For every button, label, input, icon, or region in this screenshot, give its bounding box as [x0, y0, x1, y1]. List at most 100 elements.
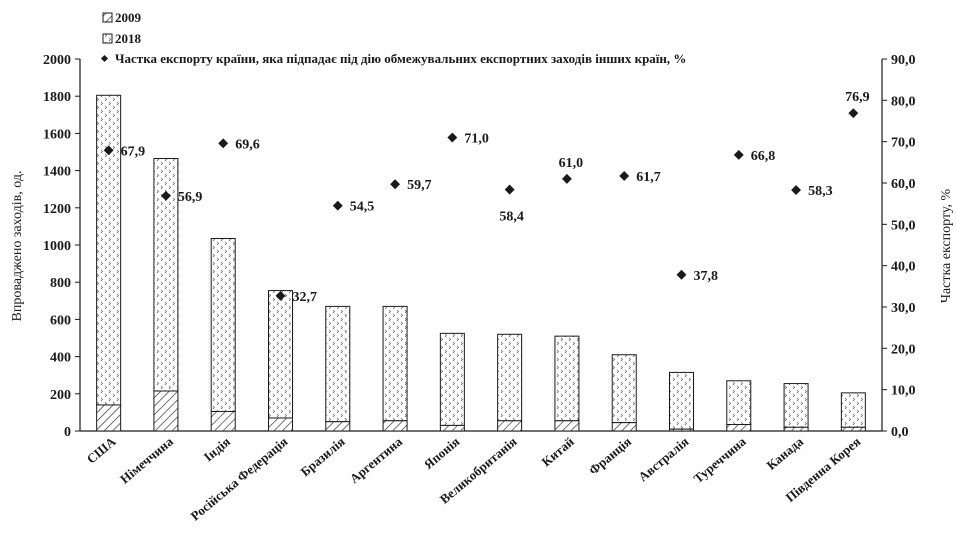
share-marker	[504, 184, 515, 195]
legend-swatch-2018	[102, 33, 113, 44]
bar-2018	[96, 94, 122, 406]
share-data-label: 59,7	[407, 178, 432, 193]
right-tick-label: 70,0	[891, 136, 916, 151]
right-tick-label: 0,0	[891, 425, 909, 440]
category-label: Індія	[201, 434, 233, 465]
category-label: США	[84, 433, 119, 466]
bar-2018	[268, 290, 293, 419]
category-label: Бразилія	[297, 434, 347, 480]
legend-label-share: Частка експорту країни, яка підпадає під…	[115, 51, 686, 66]
bar-2009	[268, 417, 293, 432]
left-tick-label: 400	[50, 351, 71, 366]
category-label: Аргентина	[347, 433, 406, 486]
bar-2018	[439, 332, 465, 426]
bar-2009	[439, 424, 465, 432]
bar-2018	[726, 380, 752, 425]
share-data-label: 61,7	[636, 170, 661, 185]
share-data-label: 54,5	[350, 200, 375, 215]
bar-2009	[382, 420, 408, 432]
share-data-label: 56,9	[178, 190, 203, 205]
bar-2018	[210, 237, 236, 412]
bar-2018	[783, 383, 809, 428]
category-label: Франція	[586, 434, 634, 478]
share-data-label: 69,6	[235, 137, 260, 152]
bar-2009	[611, 422, 637, 432]
right-tick-label: 80,0	[891, 94, 916, 109]
legend-item-share: Частка експорту країни, яка підпадає під…	[100, 51, 686, 66]
share-marker	[447, 132, 458, 143]
share-marker	[103, 145, 114, 156]
bar-2018	[497, 333, 523, 422]
left-tick-label: 800	[50, 276, 71, 291]
category-label: Австралія	[635, 434, 691, 484]
share-data-label: 76,9	[845, 90, 870, 105]
bar-2009	[210, 410, 236, 432]
bar-2009	[840, 426, 866, 432]
y-axis-title-left: Впроваджено заходів, од.	[10, 171, 25, 322]
share-data-label: 58,3	[808, 184, 833, 199]
bar-2018	[669, 371, 694, 430]
bar-2009	[497, 420, 523, 432]
right-tick-label: 20,0	[891, 342, 916, 357]
share-data-label: 61,0	[559, 156, 584, 171]
share-data-label: 32,7	[293, 290, 318, 305]
bar-2009	[554, 420, 580, 432]
share-marker	[561, 173, 572, 184]
right-tick-label: 90,0	[891, 53, 916, 68]
share-marker	[676, 269, 687, 280]
left-axis-ticks: 0 200 400 600 800 1000 1200 1400 1600 1800 2000	[43, 53, 80, 440]
share-marker	[160, 190, 171, 201]
y-axis-title-right: Частка експорту, %	[939, 189, 954, 304]
left-tick-label: 1200	[43, 202, 71, 217]
axes	[79, 59, 883, 432]
bars	[96, 94, 866, 432]
category-label: Туреччина	[691, 433, 750, 486]
bar-2009	[783, 426, 809, 432]
share-marker	[390, 179, 401, 190]
share-data-label: 71,0	[464, 132, 489, 147]
right-tick-label: 50,0	[891, 218, 916, 233]
bar-2018	[554, 335, 580, 422]
left-tick-label: 200	[50, 388, 71, 403]
category-label: Російська Федерація	[188, 434, 291, 524]
bar-2009	[96, 404, 122, 432]
share-marker	[733, 149, 744, 160]
right-axis-ticks: 0,0 10,0 20,0 30,0 40,0 50,0 60,0 70,0 80,0 90,0	[882, 53, 916, 440]
left-tick-label: 0	[64, 425, 71, 440]
category-label: Китай	[539, 433, 578, 469]
left-tick-label: 1800	[43, 90, 71, 105]
share-data-label: 58,4	[499, 210, 524, 225]
legend-marker-share	[100, 54, 109, 63]
legend-item-2009: 2009	[102, 10, 142, 25]
share-marker	[619, 171, 630, 181]
left-tick-label: 2000	[43, 53, 71, 68]
share-marker	[848, 108, 859, 119]
left-tick-label: 1600	[43, 127, 71, 142]
legend-swatch-2009	[102, 12, 113, 23]
right-tick-label: 40,0	[891, 260, 916, 275]
share-marker	[218, 138, 229, 149]
share-data-label: 67,9	[121, 144, 145, 159]
bar-2018	[840, 392, 866, 428]
bar-2009	[726, 423, 752, 432]
right-tick-label: 10,0	[891, 384, 916, 399]
left-tick-label: 1000	[43, 239, 71, 254]
bar-2018	[325, 305, 351, 423]
left-tick-label: 600	[50, 313, 71, 328]
bar-2009	[153, 390, 179, 432]
share-data-label: 37,8	[694, 269, 719, 284]
legend-item-2018: 2018	[102, 31, 142, 46]
category-label: Японія	[421, 434, 462, 472]
left-tick-label: 1400	[43, 165, 71, 180]
bar-2018	[382, 305, 408, 422]
legend: 2009 2018 Частка експорту країни, яка пі…	[100, 10, 686, 66]
bar-2018	[611, 354, 637, 424]
bar-2009	[669, 428, 694, 432]
right-tick-label: 60,0	[891, 177, 916, 192]
legend-label-2018: 2018	[115, 31, 142, 46]
right-tick-label: 30,0	[891, 301, 916, 316]
bar-2009	[325, 421, 351, 432]
share-data-label: 66,8	[751, 149, 776, 164]
